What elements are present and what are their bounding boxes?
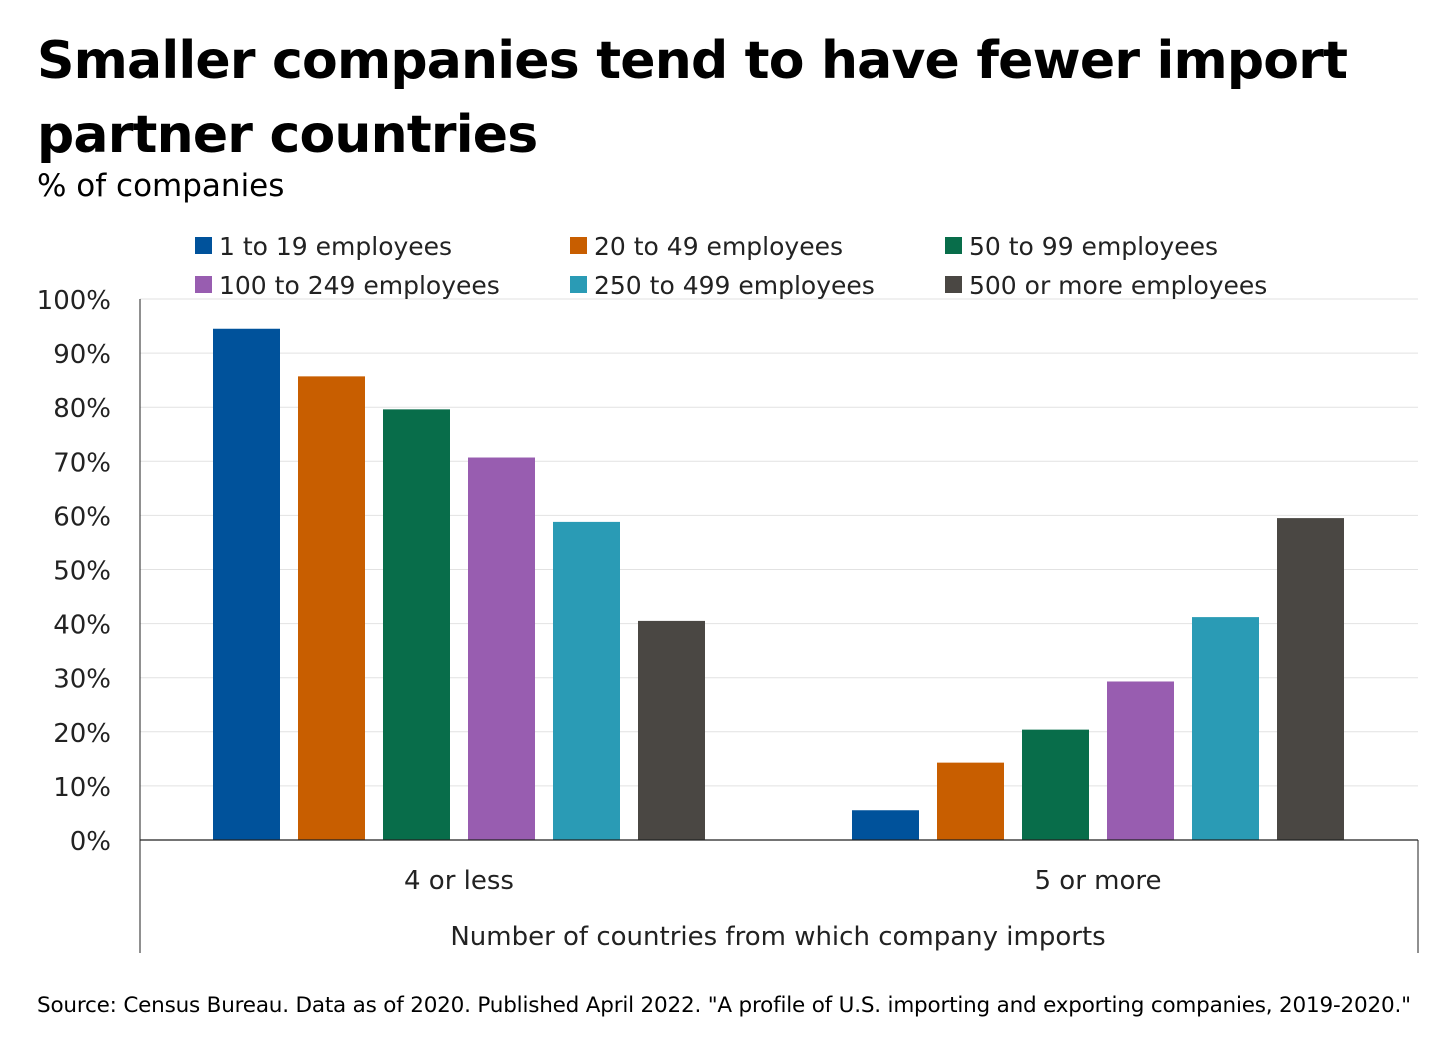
bar-4-or-less-series-1 [213, 328, 280, 840]
bars [213, 328, 1344, 840]
y-tick-label: 40% [53, 611, 111, 641]
y-tick-label: 50% [53, 557, 111, 587]
legend-label: 500 or more employees [969, 271, 1267, 300]
legend-item: 250 to 499 employees [570, 271, 875, 300]
legend-item: 1 to 19 employees [195, 232, 452, 261]
legend-item: 500 or more employees [945, 271, 1267, 300]
x-axis-tick-labels: 4 or less 5 or more [404, 866, 1162, 896]
bar-4-or-less-series-6 [638, 620, 705, 840]
legend-label: 20 to 49 employees [594, 232, 843, 261]
source-note: Source: Census Bureau. Data as of 2020. … [37, 993, 1411, 1018]
y-tick-label: 0% [70, 827, 111, 857]
legend-swatch [570, 237, 587, 254]
legend-label: 1 to 19 employees [219, 232, 452, 261]
legend: 1 to 19 employees 20 to 49 employees 50 to… [195, 232, 1267, 300]
legend-swatch [195, 237, 212, 254]
legend-swatch [945, 237, 962, 254]
y-tick-label: 100% [37, 286, 111, 316]
bar-5-or-more-series-1 [852, 810, 919, 840]
legend-swatch [570, 276, 587, 293]
bar-5-or-more-series-4 [1107, 681, 1174, 840]
x-axis-title: Number of countries from which company i… [450, 922, 1105, 952]
y-tick-label: 90% [53, 340, 111, 370]
chart-subtitle: % of companies [37, 168, 285, 204]
legend-item: 50 to 99 employees [945, 232, 1218, 261]
axis-frame [139, 299, 1419, 953]
bar-5-or-more-series-5 [1192, 617, 1259, 840]
legend-swatch [945, 276, 962, 293]
bar-4-or-less-series-4 [468, 457, 535, 840]
legend-item: 100 to 249 employees [195, 271, 500, 300]
legend-label: 100 to 249 employees [219, 271, 500, 300]
legend-label: 250 to 499 employees [594, 271, 875, 300]
bar-4-or-less-series-5 [553, 521, 620, 840]
chart-title: Smaller companies tend to have fewer imp… [37, 31, 1348, 165]
y-tick-label: 80% [53, 394, 111, 424]
x-tick-label: 4 or less [404, 866, 514, 896]
bar-5-or-more-series-6 [1277, 518, 1344, 840]
legend-swatch [195, 276, 212, 293]
y-tick-label: 30% [53, 665, 111, 695]
bar-5-or-more-series-2 [937, 762, 1004, 840]
legend-label: 50 to 99 employees [969, 232, 1218, 261]
y-axis-tick-labels: 0% 10% 20% 30% 40% 50% 60% 70% 80% 90% 100% [37, 286, 111, 857]
x-tick-label: 5 or more [1034, 866, 1161, 896]
y-tick-label: 60% [53, 502, 111, 532]
legend-item: 20 to 49 employees [570, 232, 843, 261]
bar-4-or-less-series-2 [298, 376, 365, 840]
y-tick-label: 20% [53, 719, 111, 749]
bar-4-or-less-series-3 [383, 409, 450, 840]
y-tick-label: 10% [53, 773, 111, 803]
y-tick-label: 70% [53, 448, 111, 478]
bar-5-or-more-series-3 [1022, 729, 1089, 840]
